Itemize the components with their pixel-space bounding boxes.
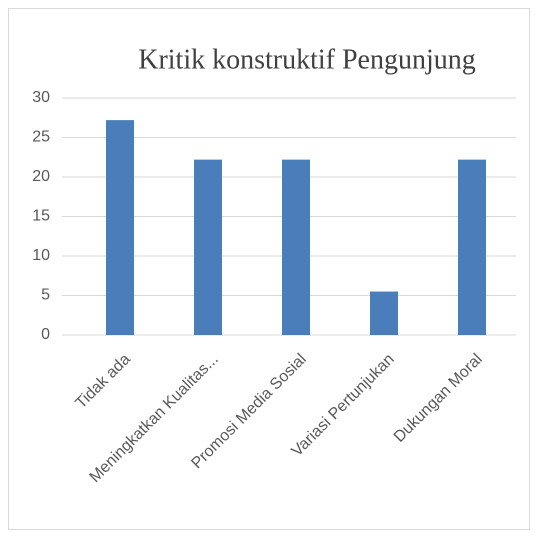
y-tick-label: 25 — [32, 129, 50, 146]
bar — [194, 159, 222, 335]
bar — [370, 291, 398, 335]
bar — [106, 120, 134, 336]
chart-title: Kritik konstruktif Pengunjung — [138, 44, 476, 75]
bar — [458, 159, 486, 335]
y-tick-label: 15 — [32, 208, 50, 225]
y-tick-label: 10 — [32, 247, 50, 264]
bar — [282, 159, 310, 335]
y-tick-label: 20 — [32, 168, 50, 185]
y-tick-label: 5 — [41, 287, 50, 304]
y-tick-label: 30 — [32, 89, 50, 106]
y-tick-label: 0 — [41, 326, 50, 343]
chart-border — [8, 8, 530, 530]
